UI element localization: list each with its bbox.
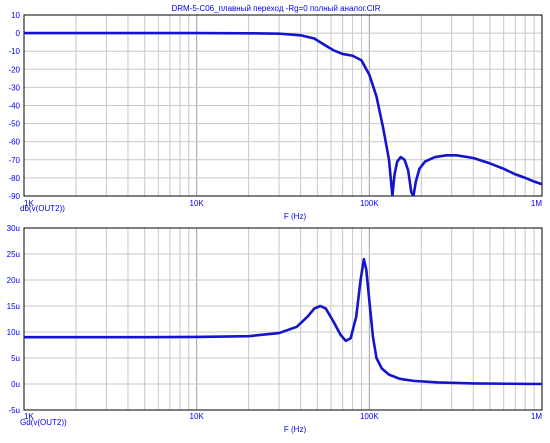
x-tick-label: 1K bbox=[24, 412, 34, 421]
y-tick-label: 0 bbox=[16, 29, 21, 38]
chart-title: DRM-5-C06_плавный переход -Rg=0 полный а… bbox=[171, 4, 380, 13]
y-tick-label: -40 bbox=[8, 102, 20, 111]
x-tick-label: 1M bbox=[531, 412, 542, 421]
y-tick-label: -5u bbox=[8, 406, 20, 415]
plot-frame bbox=[23, 227, 543, 411]
x-tick-label: 1K bbox=[24, 199, 34, 208]
y-tick-label: -10 bbox=[8, 47, 20, 56]
x-tick-label: 10K bbox=[190, 412, 205, 421]
y-tick-label: -80 bbox=[8, 174, 20, 183]
y-tick-label: 5u bbox=[11, 354, 20, 363]
y-tick-label: -20 bbox=[8, 65, 20, 74]
x-axis-label: F (Hz) bbox=[284, 425, 307, 434]
x-tick-label: 100K bbox=[360, 412, 379, 421]
group-delay-plot: 30u 25u 20u 15u 10u 5u 0u -5u 1K 10K 100K 1M F (Hz) G… bbox=[7, 224, 543, 434]
x-tick-label: 100K bbox=[360, 199, 379, 208]
magnitude-plot: 10 0 -10 -20 -30 -40 -50 -60 -70 -80 -90 1K 10K 100K 1… bbox=[8, 11, 543, 221]
series-line bbox=[24, 257, 542, 386]
y-tick-label: 10 bbox=[11, 11, 20, 20]
y-tick-label: 15u bbox=[7, 302, 20, 311]
y-tick-label: -70 bbox=[8, 156, 20, 165]
y-tick-label: -90 bbox=[8, 192, 20, 201]
y-tick-label: 25u bbox=[7, 250, 20, 259]
y-tick-label: 20u bbox=[7, 276, 20, 285]
y-tick-label: -50 bbox=[8, 120, 20, 129]
y-tick-label: -30 bbox=[8, 83, 20, 92]
trace-label: db(v(OUT2)) bbox=[20, 204, 65, 213]
x-axis-label: F (Hz) bbox=[284, 212, 307, 221]
y-tick-label: 0u bbox=[11, 380, 20, 389]
x-tick-label: 1M bbox=[531, 199, 542, 208]
y-tick-label: 10u bbox=[7, 328, 20, 337]
plot-frame bbox=[23, 14, 543, 197]
y-tick-label: -60 bbox=[8, 138, 20, 147]
x-tick-label: 10K bbox=[190, 199, 205, 208]
trace-label: Gd(v(OUT2)) bbox=[20, 418, 67, 427]
series-line bbox=[24, 31, 542, 196]
y-tick-label: 30u bbox=[7, 224, 20, 233]
